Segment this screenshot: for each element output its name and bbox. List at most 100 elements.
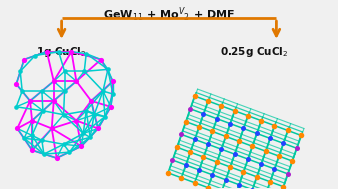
Point — [21, 137, 27, 140]
Point — [192, 138, 197, 141]
Point — [192, 94, 197, 98]
Point — [80, 132, 86, 135]
Point — [69, 50, 74, 53]
Point — [27, 99, 33, 102]
Point — [259, 119, 264, 122]
Point — [183, 120, 189, 123]
Point — [210, 130, 215, 133]
Point — [15, 127, 20, 130]
Point — [174, 146, 179, 149]
Point — [74, 80, 79, 83]
Point — [272, 167, 277, 170]
Point — [40, 109, 46, 112]
Point — [183, 163, 189, 167]
Point — [14, 83, 19, 86]
Point — [14, 105, 19, 108]
Point — [81, 70, 87, 73]
Point — [227, 165, 233, 168]
Point — [281, 185, 286, 188]
Point — [254, 132, 259, 135]
Point — [188, 107, 193, 110]
Point — [205, 99, 211, 102]
Point — [214, 160, 219, 163]
Point — [56, 50, 62, 53]
Point — [214, 117, 219, 120]
Point — [232, 153, 237, 156]
Point — [219, 104, 224, 107]
Point — [108, 105, 114, 108]
Point — [201, 112, 206, 115]
Point — [18, 70, 23, 73]
Point — [219, 148, 224, 151]
Point — [20, 90, 25, 93]
Point — [205, 143, 211, 146]
Point — [241, 170, 246, 173]
Point — [61, 113, 66, 116]
Text: 1g CuCl$_2$: 1g CuCl$_2$ — [37, 45, 87, 59]
Point — [105, 68, 111, 71]
Point — [110, 80, 116, 83]
Point — [205, 186, 211, 189]
Point — [29, 149, 35, 152]
Point — [259, 163, 264, 166]
Point — [29, 119, 35, 122]
Point — [178, 176, 184, 179]
Point — [32, 54, 38, 57]
Point — [210, 173, 215, 176]
Point — [98, 58, 104, 61]
Point — [232, 109, 237, 112]
Point — [170, 159, 175, 162]
Point — [267, 180, 273, 183]
Point — [276, 155, 282, 158]
Point — [245, 114, 250, 117]
Point — [51, 80, 56, 83]
Point — [196, 125, 202, 128]
Point — [102, 115, 108, 118]
Point — [236, 140, 242, 143]
Point — [39, 139, 45, 142]
Point — [74, 119, 79, 122]
Point — [61, 143, 66, 146]
Point — [44, 50, 50, 53]
Point — [95, 127, 101, 130]
Point — [298, 134, 304, 137]
Point — [192, 181, 197, 184]
Point — [67, 151, 72, 154]
Point — [178, 133, 184, 136]
Point — [41, 153, 47, 156]
Point — [281, 142, 286, 145]
Text: GeW$_{11}$ + Mo$^{V}$$_{2}$ + DMF: GeW$_{11}$ + Mo$^{V}$$_{2}$ + DMF — [103, 5, 235, 24]
Point — [83, 109, 89, 112]
Point — [100, 90, 106, 93]
Point — [289, 160, 295, 163]
Point — [272, 124, 277, 127]
Point — [201, 156, 206, 159]
Point — [263, 150, 268, 153]
Point — [294, 147, 299, 150]
Point — [165, 171, 171, 174]
Point — [89, 99, 94, 102]
Point — [249, 188, 255, 189]
Point — [51, 99, 56, 102]
Point — [267, 137, 273, 140]
Point — [285, 172, 290, 175]
Point — [88, 136, 93, 139]
Point — [110, 92, 116, 95]
Text: 0.25g CuCl$_2$: 0.25g CuCl$_2$ — [220, 45, 288, 59]
Point — [241, 127, 246, 130]
Point — [54, 156, 59, 160]
Point — [79, 145, 84, 148]
Point — [236, 183, 242, 186]
Point — [245, 157, 250, 160]
Point — [29, 134, 35, 137]
Point — [49, 127, 54, 130]
Point — [62, 90, 67, 93]
Point — [227, 122, 233, 125]
Point — [285, 129, 290, 132]
Point — [223, 178, 228, 181]
Point — [249, 145, 255, 148]
Point — [83, 52, 89, 55]
Point — [223, 135, 228, 138]
Point — [188, 151, 193, 154]
Point — [254, 175, 259, 178]
